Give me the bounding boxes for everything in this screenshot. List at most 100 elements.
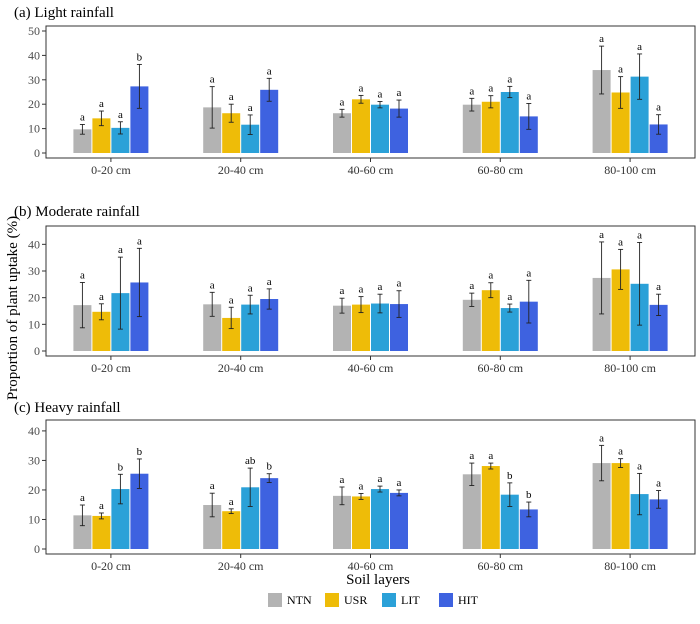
significance-label: a bbox=[507, 291, 512, 303]
bar-usr bbox=[481, 290, 500, 351]
bar-lit bbox=[111, 127, 130, 153]
significance-label: a bbox=[637, 460, 642, 472]
bar-ntn bbox=[333, 305, 351, 351]
significance-label: a bbox=[248, 282, 253, 294]
bar-lit bbox=[500, 92, 519, 153]
x-tick-label: 0-20 cm bbox=[91, 163, 131, 177]
y-tick-label: 0 bbox=[34, 542, 40, 556]
bar-lit bbox=[371, 104, 389, 153]
bar-usr bbox=[481, 466, 500, 549]
bar-usr bbox=[352, 496, 370, 549]
x-tick-label: 60-80 cm bbox=[477, 559, 523, 573]
bar-usr bbox=[611, 463, 630, 549]
bar-ntn bbox=[592, 277, 611, 351]
significance-label: b bbox=[118, 461, 124, 473]
significance-label: a bbox=[99, 500, 104, 512]
y-tick-label: 30 bbox=[28, 264, 40, 278]
bar-ntn bbox=[462, 299, 481, 351]
y-tick-label: 10 bbox=[28, 317, 40, 331]
x-tick-label: 80-100 cm bbox=[604, 163, 656, 177]
bar-hit bbox=[649, 499, 668, 549]
x-tick-label: 80-100 cm bbox=[604, 361, 656, 375]
bar-lit bbox=[500, 494, 519, 549]
bar-lit bbox=[241, 124, 260, 153]
bar-lit bbox=[111, 489, 130, 549]
bar-usr bbox=[92, 515, 111, 549]
bar-usr bbox=[352, 304, 370, 351]
bar-usr bbox=[92, 311, 111, 351]
significance-label: b bbox=[137, 51, 143, 63]
x-tick-label: 40-60 cm bbox=[348, 163, 394, 177]
significance-label: a bbox=[526, 90, 531, 102]
x-tick-label: 40-60 cm bbox=[348, 559, 394, 573]
bar-lit bbox=[630, 494, 649, 549]
significance-label: a bbox=[507, 73, 512, 85]
legend-swatch-ntn bbox=[268, 593, 282, 607]
y-tick-label: 0 bbox=[34, 146, 40, 160]
bar-hit bbox=[390, 492, 408, 549]
bar-usr bbox=[222, 113, 241, 153]
significance-label: a bbox=[340, 474, 345, 486]
bar-ntn bbox=[203, 304, 222, 351]
y-tick-label: 10 bbox=[28, 122, 40, 136]
legend-swatch-lit bbox=[382, 593, 396, 607]
legend-label-hit: HIT bbox=[458, 593, 479, 607]
bar-ntn bbox=[592, 70, 611, 153]
significance-label: a bbox=[359, 480, 364, 492]
legend-label-usr: USR bbox=[344, 593, 367, 607]
significance-label: b bbox=[526, 489, 532, 501]
bar-hit bbox=[260, 478, 279, 549]
y-tick-label: 40 bbox=[28, 237, 40, 251]
y-tick-label: 50 bbox=[28, 24, 40, 38]
bar-hit bbox=[649, 124, 668, 153]
y-tick-label: 20 bbox=[28, 291, 40, 305]
significance-label: a bbox=[359, 284, 364, 296]
significance-label: a bbox=[267, 276, 272, 288]
legend-swatch-hit bbox=[439, 593, 453, 607]
significance-label: b bbox=[266, 461, 272, 473]
bar-hit bbox=[130, 473, 149, 549]
bar-hit bbox=[390, 304, 408, 351]
x-tick-label: 20-40 cm bbox=[218, 559, 264, 573]
y-tick-label: 30 bbox=[28, 453, 40, 467]
y-tick-label: 0 bbox=[34, 344, 40, 358]
significance-label: a bbox=[656, 478, 661, 490]
x-tick-label: 40-60 cm bbox=[348, 361, 394, 375]
significance-label: a bbox=[229, 294, 234, 306]
significance-label: a bbox=[618, 446, 623, 458]
x-tick-label: 60-80 cm bbox=[477, 361, 523, 375]
bar-lit bbox=[241, 304, 260, 351]
bar-lit bbox=[241, 487, 260, 549]
bar-lit bbox=[371, 489, 389, 549]
significance-label: a bbox=[488, 83, 493, 95]
significance-label: a bbox=[469, 85, 474, 97]
significance-label: a bbox=[656, 281, 661, 293]
y-tick-label: 10 bbox=[28, 512, 40, 526]
panel-title-1: (b) Moderate rainfall bbox=[14, 204, 140, 220]
panel-title-0: (a) Light rainfall bbox=[14, 5, 114, 21]
bar-hit bbox=[390, 108, 408, 153]
significance-label: a bbox=[359, 82, 364, 94]
panel-title-2: (c) Heavy rainfall bbox=[14, 400, 121, 416]
bar-usr bbox=[222, 511, 241, 549]
bar-hit bbox=[519, 301, 538, 351]
bar-hit bbox=[649, 304, 668, 351]
legend-label-ntn: NTN bbox=[287, 593, 312, 607]
bar-ntn bbox=[462, 104, 481, 153]
y-axis-title: Proportion of plant uptake (%) bbox=[5, 216, 21, 400]
x-axis-title: Soil layers bbox=[346, 572, 410, 588]
significance-label: b bbox=[137, 446, 143, 458]
bar-lit bbox=[500, 308, 519, 351]
bar-usr bbox=[481, 101, 500, 153]
significance-label: a bbox=[618, 236, 623, 248]
significance-label: a bbox=[80, 269, 85, 281]
significance-label: a bbox=[488, 450, 493, 462]
bar-ntn bbox=[203, 505, 222, 549]
significance-label: a bbox=[599, 229, 604, 241]
x-tick-label: 20-40 cm bbox=[218, 361, 264, 375]
bar-usr bbox=[222, 317, 241, 351]
significance-label: a bbox=[340, 285, 345, 297]
bar-hit bbox=[519, 116, 538, 153]
